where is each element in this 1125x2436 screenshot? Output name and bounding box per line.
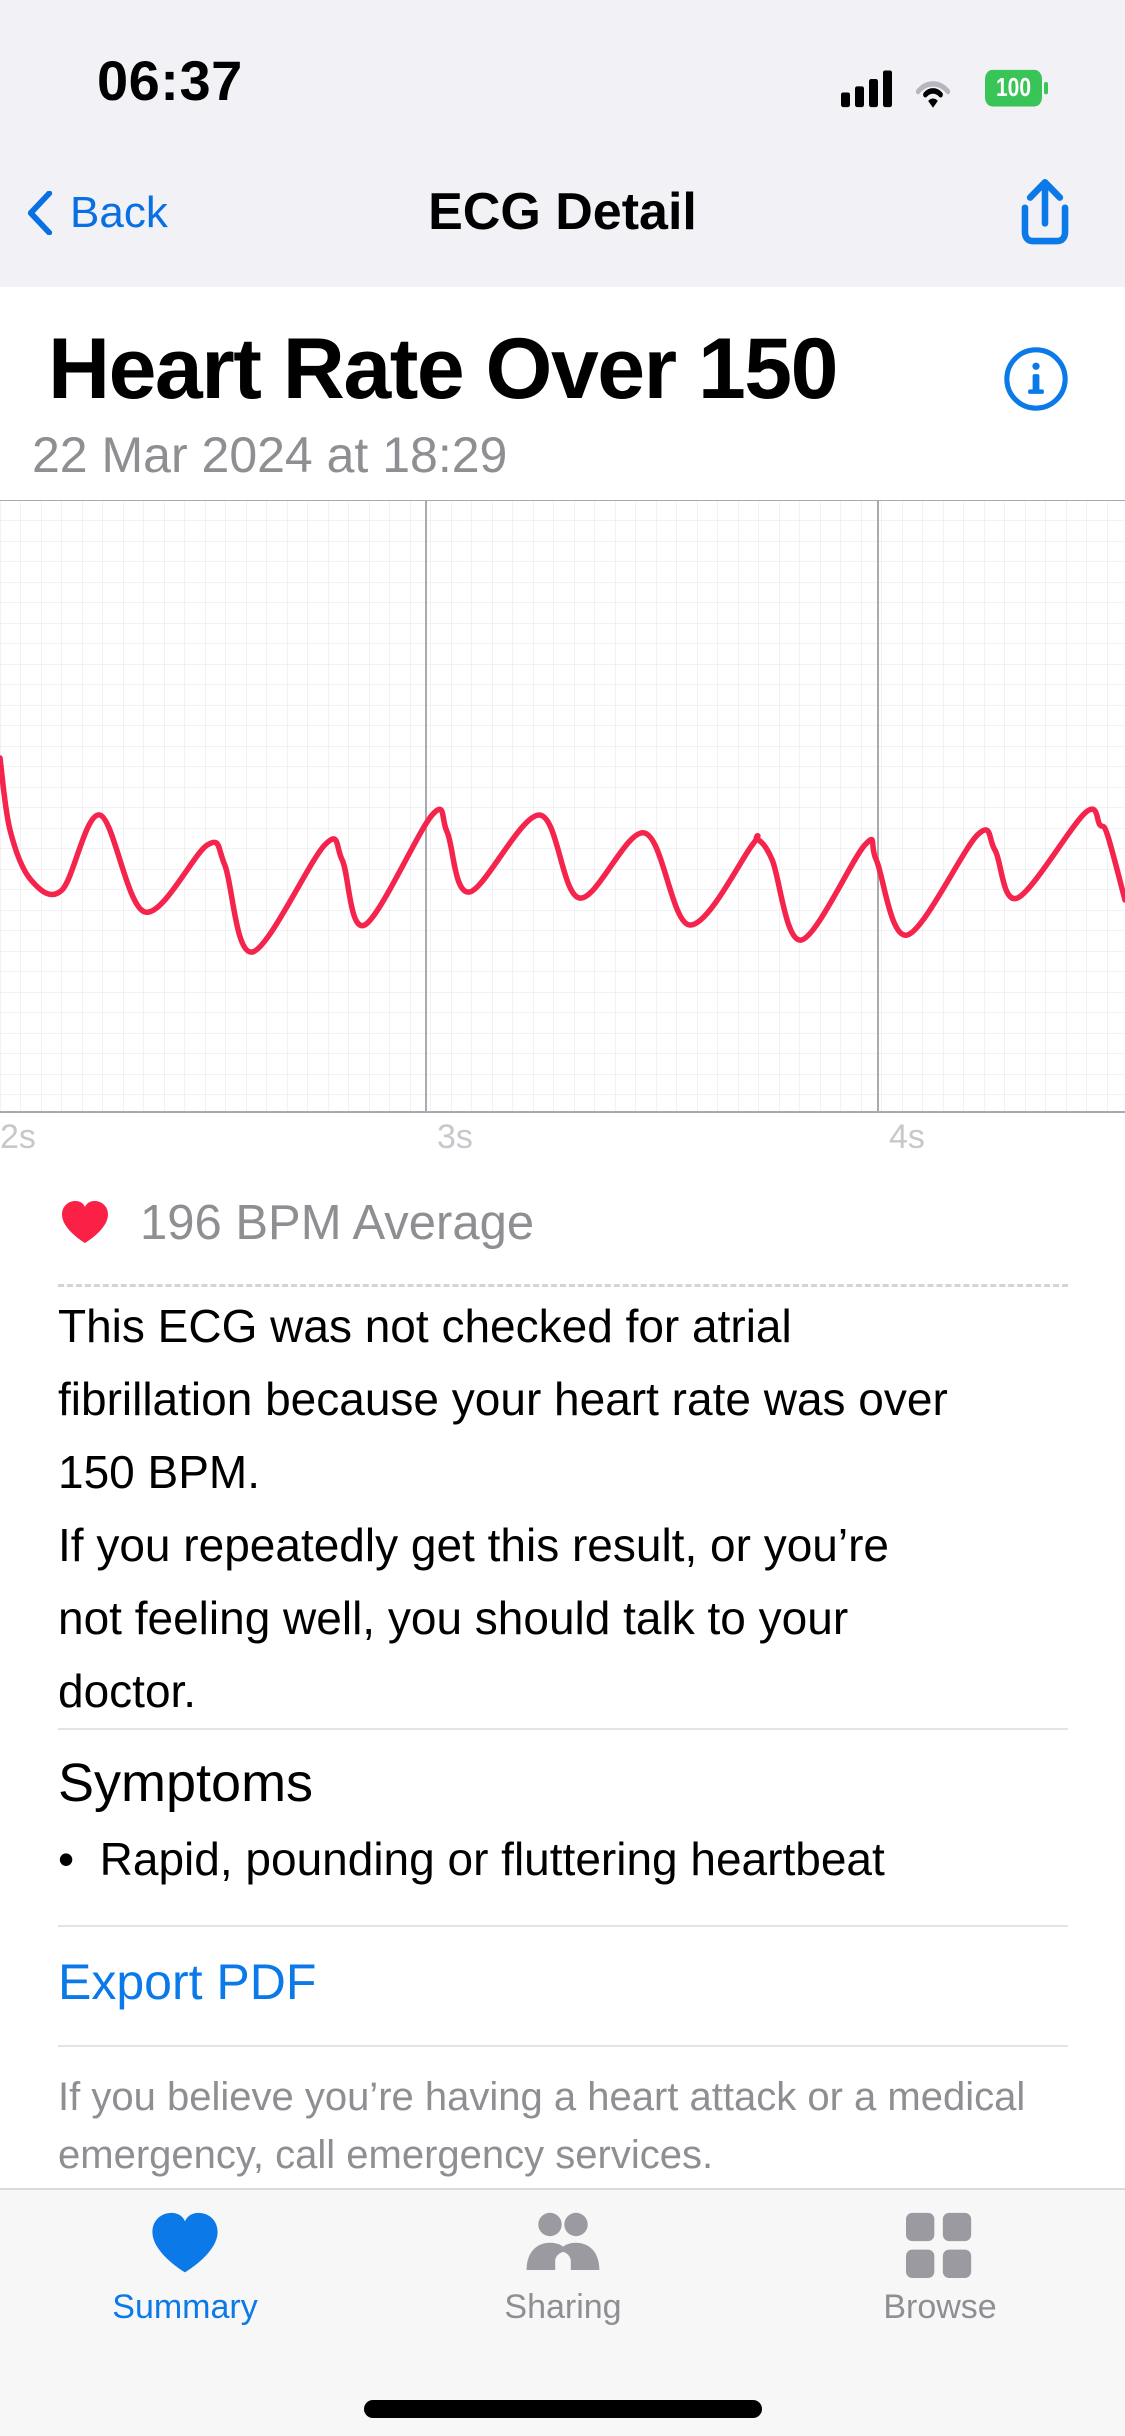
svg-text:100: 100 [996, 73, 1031, 101]
